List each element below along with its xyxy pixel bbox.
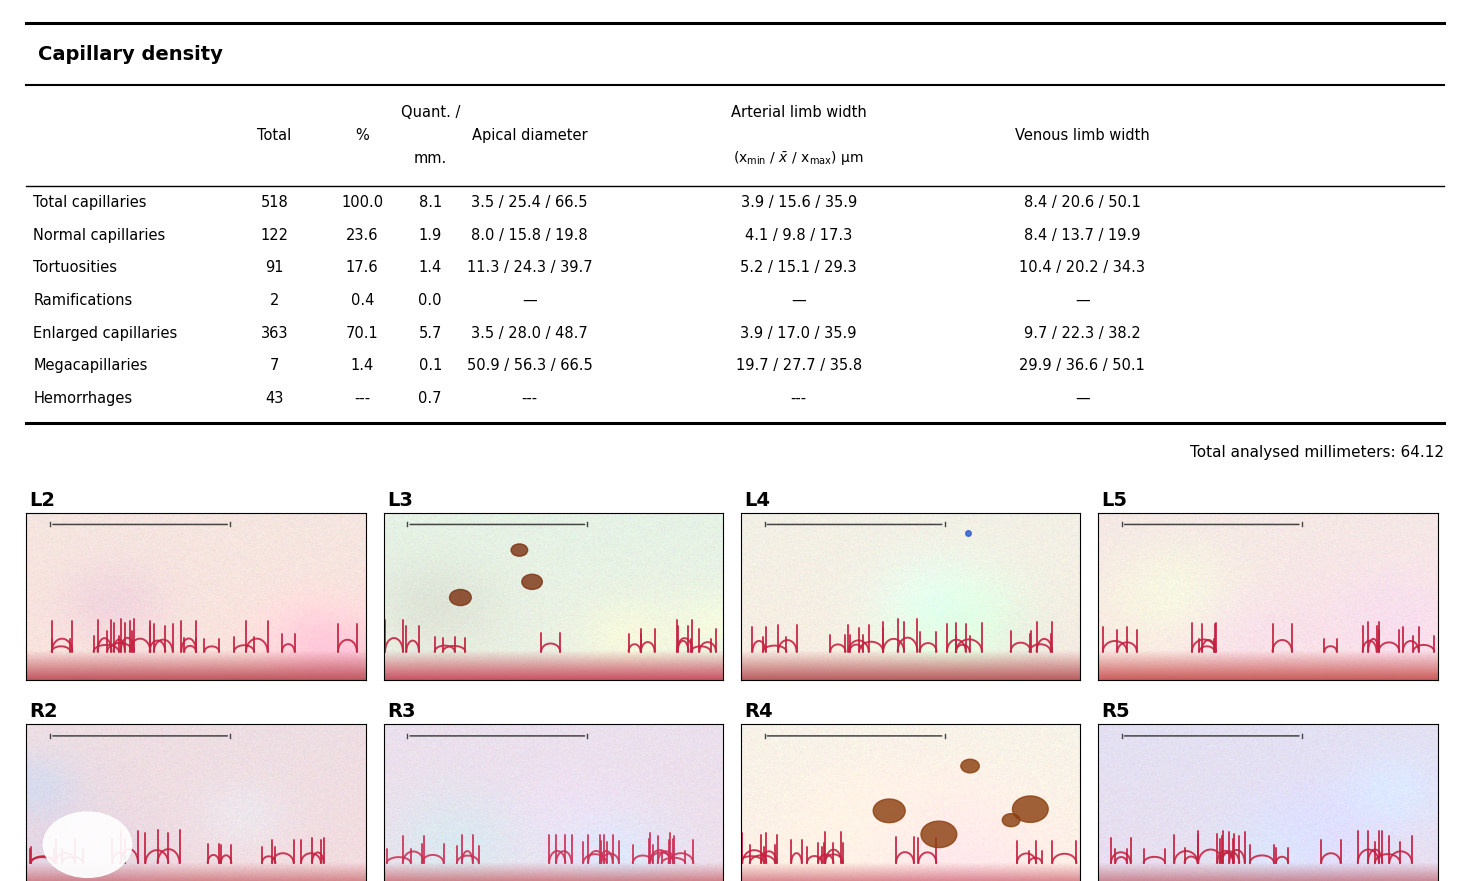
Text: 0.1: 0.1 [419, 359, 442, 374]
Text: 3.5 / 28.0 / 48.7: 3.5 / 28.0 / 48.7 [471, 326, 589, 341]
Text: Venous limb width: Venous limb width [1015, 128, 1149, 143]
Text: Apical diameter: Apical diameter [471, 128, 587, 143]
Text: R2: R2 [29, 702, 59, 721]
Text: 17.6: 17.6 [346, 260, 379, 275]
Text: Megacapillaries: Megacapillaries [34, 359, 148, 374]
Text: Total capillaries: Total capillaries [34, 195, 146, 210]
Text: R3: R3 [386, 702, 416, 721]
Text: Hemorrhages: Hemorrhages [34, 391, 133, 406]
Text: 23.6: 23.6 [346, 227, 379, 242]
Circle shape [873, 799, 905, 823]
Text: 122: 122 [261, 227, 288, 242]
Circle shape [1013, 796, 1048, 822]
Text: 1.4: 1.4 [419, 260, 442, 275]
Circle shape [960, 759, 979, 773]
Text: 3.9 / 17.0 / 35.9: 3.9 / 17.0 / 35.9 [741, 326, 856, 341]
Text: Arterial limb width: Arterial limb width [731, 106, 867, 121]
Text: Ramifications: Ramifications [34, 293, 133, 308]
Text: 1.4: 1.4 [350, 359, 373, 374]
Text: 4.1 / 9.8 / 17.3: 4.1 / 9.8 / 17.3 [745, 227, 852, 242]
Text: 50.9 / 56.3 / 66.5: 50.9 / 56.3 / 66.5 [467, 359, 593, 374]
Circle shape [521, 574, 542, 589]
Text: 11.3 / 24.3 / 39.7: 11.3 / 24.3 / 39.7 [467, 260, 593, 275]
Text: Quant. /: Quant. / [401, 106, 460, 121]
Text: —: — [1075, 391, 1089, 406]
Text: 5.2 / 15.1 / 29.3: 5.2 / 15.1 / 29.3 [741, 260, 856, 275]
Text: 0.0: 0.0 [419, 293, 442, 308]
Text: 7: 7 [269, 359, 280, 374]
Text: L3: L3 [386, 491, 413, 509]
Text: R5: R5 [1101, 702, 1130, 721]
Text: 0.4: 0.4 [350, 293, 373, 308]
Text: %: % [356, 128, 369, 143]
Text: R4: R4 [744, 702, 773, 721]
Text: 70.1: 70.1 [346, 326, 379, 341]
Text: 3.9 / 15.6 / 35.9: 3.9 / 15.6 / 35.9 [741, 195, 856, 210]
Text: —: — [1075, 293, 1089, 308]
Text: ---: --- [521, 391, 537, 406]
Text: —: — [523, 293, 537, 308]
Text: 29.9 / 36.6 / 50.1: 29.9 / 36.6 / 50.1 [1019, 359, 1145, 374]
Text: 3.5 / 25.4 / 66.5: 3.5 / 25.4 / 66.5 [471, 195, 587, 210]
Text: 8.4 / 20.6 / 50.1: 8.4 / 20.6 / 50.1 [1023, 195, 1140, 210]
Text: 8.4 / 13.7 / 19.9: 8.4 / 13.7 / 19.9 [1023, 227, 1140, 242]
Text: 100.0: 100.0 [341, 195, 384, 210]
Text: Tortuosities: Tortuosities [34, 260, 117, 275]
Text: 91: 91 [265, 260, 284, 275]
Text: Capillary density: Capillary density [38, 45, 223, 63]
Circle shape [921, 821, 957, 848]
Text: 1.9: 1.9 [419, 227, 442, 242]
Text: L4: L4 [744, 491, 770, 509]
Text: 2: 2 [269, 293, 280, 308]
Text: L2: L2 [29, 491, 56, 509]
Text: L5: L5 [1101, 491, 1127, 509]
Text: 9.7 / 22.3 / 38.2: 9.7 / 22.3 / 38.2 [1023, 326, 1140, 341]
Circle shape [1003, 814, 1020, 826]
Text: 8.0 / 15.8 / 19.8: 8.0 / 15.8 / 19.8 [471, 227, 587, 242]
Text: 43: 43 [265, 391, 284, 406]
Text: 8.1: 8.1 [419, 195, 442, 210]
Circle shape [511, 544, 527, 556]
Text: Enlarged capillaries: Enlarged capillaries [34, 326, 177, 341]
Text: —: — [792, 293, 807, 308]
Text: 518: 518 [261, 195, 288, 210]
Text: 5.7: 5.7 [419, 326, 442, 341]
Text: 19.7 / 27.7 / 35.8: 19.7 / 27.7 / 35.8 [735, 359, 862, 374]
Text: (x$_{\rm min}$ / $\bar{x}$ / x$_{\rm max}$) μm: (x$_{\rm min}$ / $\bar{x}$ / x$_{\rm max… [733, 149, 864, 167]
Text: 10.4 / 20.2 / 34.3: 10.4 / 20.2 / 34.3 [1019, 260, 1145, 275]
Text: Total: Total [258, 128, 291, 143]
Text: 363: 363 [261, 326, 288, 341]
Circle shape [449, 589, 471, 605]
Text: ---: --- [791, 391, 807, 406]
Text: Normal capillaries: Normal capillaries [34, 227, 165, 242]
Text: Total analysed millimeters: 64.12: Total analysed millimeters: 64.12 [1190, 445, 1444, 461]
Text: ---: --- [354, 391, 370, 406]
Circle shape [44, 812, 132, 877]
Text: mm.: mm. [414, 151, 447, 166]
Text: 0.7: 0.7 [419, 391, 442, 406]
